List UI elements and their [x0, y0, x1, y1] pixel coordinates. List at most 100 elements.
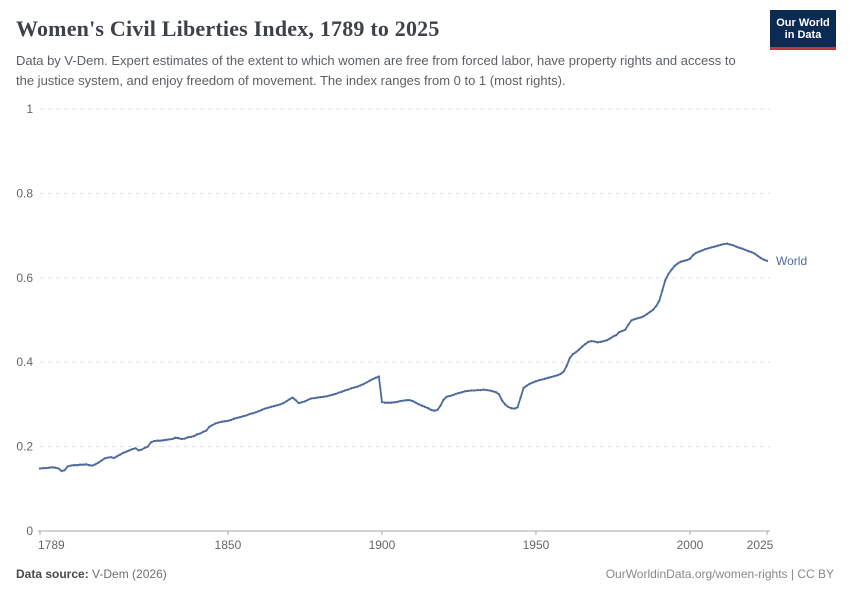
series-point — [177, 437, 180, 440]
series-point — [599, 340, 602, 344]
series-point — [220, 420, 223, 423]
x-tick-label: 2000 — [677, 538, 704, 552]
series-point — [482, 388, 485, 391]
series-point — [744, 248, 747, 252]
series-point — [180, 437, 183, 441]
series-point — [69, 464, 72, 467]
series-point — [658, 299, 661, 303]
series-point — [155, 439, 159, 442]
series-point — [762, 258, 766, 261]
series-point — [581, 345, 584, 348]
y-tick-label: 0 — [26, 524, 33, 538]
series-point — [245, 414, 248, 417]
series-point — [627, 323, 630, 326]
series-point — [710, 246, 713, 249]
series-point — [510, 407, 513, 410]
series-point — [476, 388, 479, 392]
owid-logo[interactable]: Our World in Data — [770, 10, 836, 50]
series-point — [208, 425, 211, 428]
series-point — [356, 385, 359, 388]
series-point — [423, 405, 427, 409]
series-point — [654, 304, 658, 308]
y-tick-label: 1 — [26, 102, 33, 116]
series-point — [288, 398, 291, 401]
data-source-note: Data source: V-Dem (2026) — [16, 567, 167, 581]
series-point — [112, 456, 116, 460]
series-point — [491, 390, 494, 393]
series-point — [698, 250, 701, 253]
series-point — [309, 397, 313, 400]
line-chart-canvas[interactable]: 0 0.2 0.4 0.6 0.8 1 1789 1850 1900 1950 2000 2025 Wo… — [0, 95, 850, 570]
series-point — [602, 339, 605, 343]
series-point — [457, 391, 461, 395]
series-point — [88, 464, 91, 467]
series-point — [460, 391, 464, 394]
series-point — [54, 466, 57, 469]
series-point — [645, 312, 649, 316]
series-point — [149, 441, 153, 444]
series-point — [211, 423, 214, 427]
series-point — [504, 403, 507, 406]
credit-link[interactable]: OurWorldinData.org/women-rights | CC BY — [605, 567, 834, 581]
series-point — [516, 406, 519, 409]
series-point — [189, 435, 193, 439]
series-point — [125, 450, 128, 453]
series-point — [343, 389, 347, 392]
series-point — [195, 433, 199, 436]
series-point — [765, 259, 769, 263]
series-point — [303, 400, 307, 403]
series-point — [45, 466, 48, 470]
series-point — [436, 408, 439, 412]
series-point — [140, 448, 143, 451]
series-point — [550, 375, 553, 379]
series-point — [741, 247, 744, 250]
series-point — [254, 411, 257, 414]
series-label-world[interactable]: World — [776, 254, 807, 268]
series-point — [269, 405, 273, 409]
series-point — [593, 340, 596, 343]
series-point — [134, 447, 137, 450]
series-point — [667, 272, 670, 276]
series-point — [574, 350, 578, 354]
series-point — [272, 404, 276, 408]
series-point — [100, 459, 103, 462]
series-point — [402, 399, 405, 402]
series-point — [488, 389, 491, 392]
x-tick-label: 1850 — [215, 538, 242, 552]
series-point — [433, 409, 436, 412]
series-point — [223, 420, 226, 423]
series-point — [319, 396, 322, 399]
data-source-value: V-Dem (2026) — [88, 567, 167, 581]
series-point — [608, 337, 612, 340]
series-point — [325, 395, 328, 398]
series-point — [263, 407, 267, 410]
series-point — [103, 457, 106, 460]
series-point — [519, 396, 522, 399]
series-point — [673, 264, 676, 268]
y-tick-label: 0.6 — [16, 271, 33, 285]
series-point — [759, 256, 762, 260]
series-point — [605, 339, 608, 342]
series-point — [528, 382, 531, 385]
series-point — [747, 250, 750, 253]
series-point — [540, 378, 544, 381]
series-point — [109, 455, 113, 459]
series-point — [691, 253, 695, 257]
series-point — [291, 396, 294, 399]
series-point — [368, 379, 371, 382]
series-point — [470, 389, 473, 392]
series-point — [276, 404, 279, 407]
series-point — [617, 331, 621, 334]
series-point — [75, 464, 79, 467]
series-point — [143, 446, 146, 450]
series-point — [701, 249, 704, 252]
series-point — [728, 243, 732, 246]
series-point — [559, 372, 562, 376]
series-point — [199, 432, 202, 435]
series-point — [242, 415, 245, 418]
series-point — [414, 401, 417, 404]
series-point — [337, 391, 340, 394]
series-point — [513, 407, 516, 410]
series-point — [405, 399, 408, 402]
